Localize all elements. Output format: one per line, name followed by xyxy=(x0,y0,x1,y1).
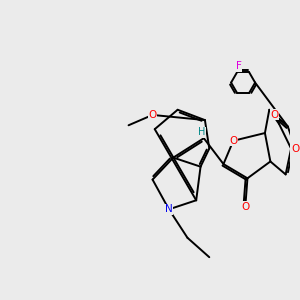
Text: O: O xyxy=(241,202,249,212)
Text: O: O xyxy=(229,136,237,146)
Text: O: O xyxy=(291,144,300,154)
Text: H: H xyxy=(198,127,205,137)
Text: O: O xyxy=(148,110,157,120)
Text: O: O xyxy=(271,110,279,120)
Text: N: N xyxy=(165,204,173,214)
Text: F: F xyxy=(236,61,242,71)
